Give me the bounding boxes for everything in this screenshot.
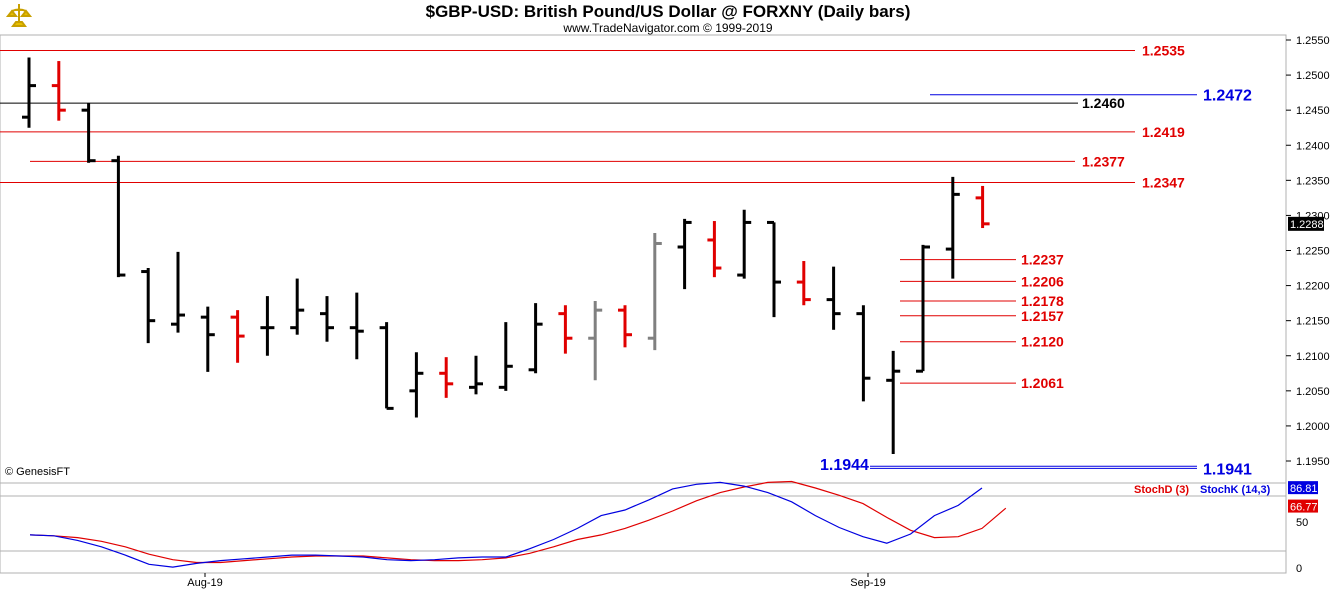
- ohlc-bar-11: [349, 292, 364, 360]
- level-label-1.2237: 1.2237: [1021, 252, 1064, 268]
- chart-title: $GBP-USD: British Pound/US Dollar @ FORX…: [425, 2, 911, 21]
- level-label-1.2157: 1.2157: [1021, 308, 1064, 324]
- stoch-tick-label-0: 50: [1296, 517, 1308, 529]
- y-tick-label-11: 1.2000: [1296, 421, 1330, 433]
- y-tick-label-7: 1.2200: [1296, 281, 1330, 293]
- ohlc-bar-32: [975, 185, 990, 229]
- level-label-1.2535: 1.2535: [1142, 43, 1185, 59]
- ohlc-bar-0: [22, 57, 36, 128]
- ohlc-bar-30: [916, 244, 930, 373]
- y-tick-label-12: 1.1950: [1296, 456, 1330, 468]
- ohlc-bar-31: [945, 176, 960, 279]
- y-tick-label-8: 1.2150: [1296, 316, 1330, 328]
- ohlc-bar-15: [469, 355, 483, 395]
- company-logo-icon: [4, 2, 34, 30]
- x-tick-label-1: Sep-19: [850, 577, 885, 589]
- stoch-series-line-0: [29, 480, 1007, 564]
- data-provider-watermark: © GenesisFT: [5, 466, 70, 478]
- low-label-right: 1.1941: [1203, 461, 1252, 478]
- ohlc-bar-19: [588, 301, 603, 381]
- legend-stochk: StochK (14,3): [1200, 484, 1271, 496]
- level-label-1.2377: 1.2377: [1082, 153, 1125, 169]
- y-tick-label-3: 1.2400: [1296, 140, 1330, 152]
- panel-divider: [0, 482, 1287, 497]
- ohlc-bar-12: [379, 322, 394, 410]
- stoch-last-box-0: [1288, 499, 1318, 513]
- ohlc-bar-26: [796, 261, 811, 306]
- level-label-1.2178: 1.2178: [1021, 293, 1064, 309]
- ohlc-bar-29: [886, 350, 901, 454]
- y-tick-label-6: 1.2250: [1296, 246, 1330, 258]
- stoch-last-label-0: 66.77: [1290, 502, 1318, 514]
- ohlc-bar-13: [409, 352, 424, 418]
- level-label-1.2419: 1.2419: [1142, 124, 1185, 140]
- level-label-1.2460: 1.2460: [1082, 95, 1125, 111]
- ohlc-bar-14: [439, 357, 454, 398]
- stoch-last-label-1: 86.81: [1290, 483, 1318, 495]
- ohlc-bar-24: [737, 209, 752, 279]
- level-label-1.2472: 1.2472: [1203, 88, 1252, 105]
- ohlc-bar-8: [260, 296, 275, 356]
- last-price-label: 1.2288: [1290, 219, 1324, 231]
- level-label-1.2206: 1.2206: [1021, 273, 1064, 289]
- y-tick-label-4: 1.2350: [1296, 175, 1330, 187]
- ohlc-bar-4: [141, 268, 156, 344]
- ohlc-bar-5: [171, 251, 185, 333]
- level-label-1.2347: 1.2347: [1142, 174, 1185, 190]
- ohlc-bar-27: [826, 266, 841, 330]
- stoch-series-line-1: [29, 481, 983, 568]
- stoch-tick-label-1: 0: [1296, 563, 1302, 575]
- ohlc-bar-22: [677, 218, 692, 290]
- ohlc-bar-25: [767, 220, 781, 318]
- level-label-1.2120: 1.2120: [1021, 334, 1064, 350]
- y-tick-label-1: 1.2500: [1296, 70, 1330, 82]
- stoch-panel-frame: [0, 495, 1287, 574]
- last-price-box: [1288, 216, 1324, 231]
- ohlc-bar-28: [856, 305, 871, 402]
- ohlc-bar-7: [230, 310, 245, 363]
- ohlc-bar-20: [618, 305, 632, 348]
- y-tick-label-9: 1.2100: [1296, 351, 1330, 363]
- stoch-last-box-1: [1288, 481, 1318, 495]
- ohlc-bar-3: [111, 155, 126, 278]
- level-label-1.2061: 1.2061: [1021, 375, 1064, 391]
- ohlc-bar-16: [498, 322, 513, 391]
- x-tick-label-0: Aug-19: [187, 577, 222, 589]
- ohlc-bar-17: [528, 303, 543, 374]
- low-label-left: 1.1944: [820, 457, 869, 474]
- y-tick-label-10: 1.2050: [1296, 386, 1330, 398]
- ohlc-bar-6: [200, 306, 215, 372]
- ohlc-bar-2: [81, 103, 96, 163]
- ohlc-bar-21: [647, 232, 662, 351]
- ohlc-bar-1: [51, 61, 66, 121]
- ohlc-bar-9: [290, 278, 305, 335]
- y-tick-label-2: 1.2450: [1296, 105, 1330, 117]
- legend-stochd: StochD (3): [1134, 484, 1189, 496]
- chart-subtitle: www.TradeNavigator.com © 1999-2019: [563, 21, 773, 35]
- ohlc-bar-23: [707, 221, 722, 278]
- ohlc-bar-18: [558, 305, 573, 354]
- y-tick-label-0: 1.2550: [1296, 35, 1330, 47]
- ohlc-bar-10: [320, 296, 334, 342]
